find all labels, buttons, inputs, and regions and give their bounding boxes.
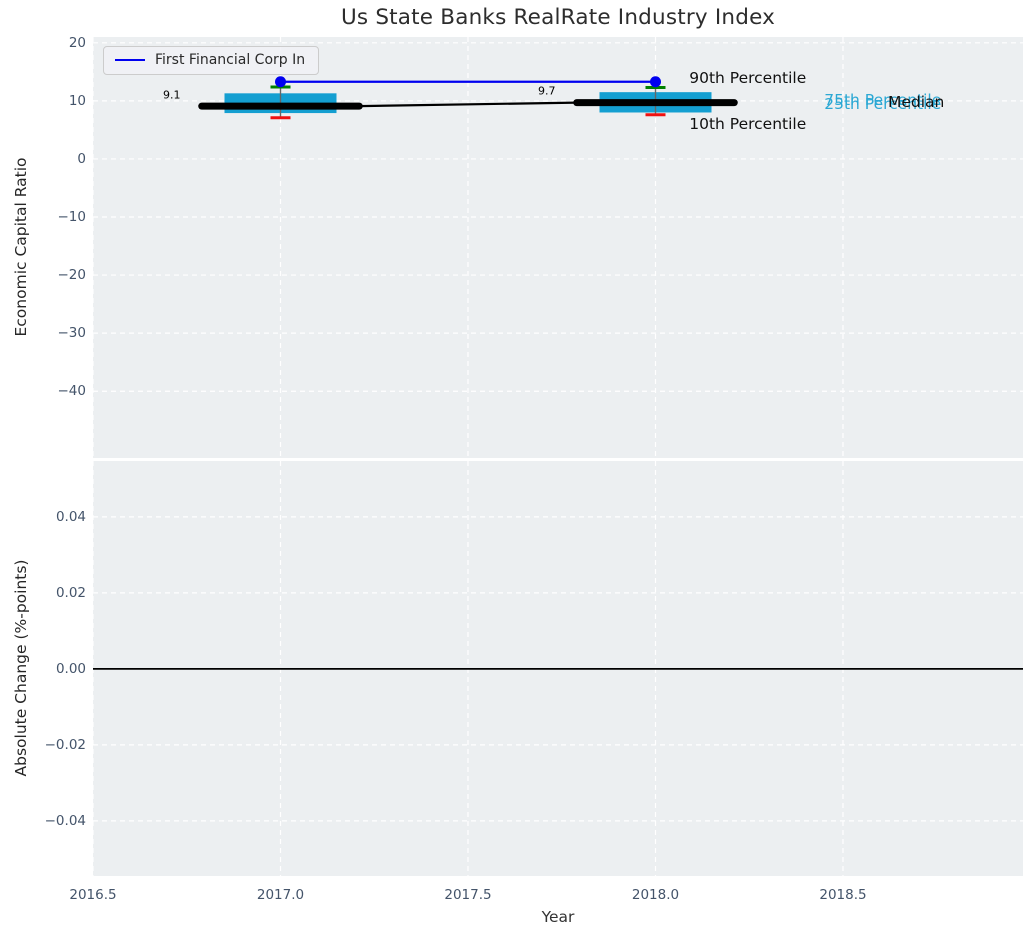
annotation-9-1: 9.1 bbox=[163, 89, 181, 102]
figure: Us State Banks RealRate Industry Index E… bbox=[0, 0, 1034, 942]
bottom-y-tick-label: 0.02 bbox=[0, 585, 86, 601]
company-point bbox=[650, 76, 661, 87]
x-tick-label: 2017.5 bbox=[444, 887, 491, 903]
annotation-9-7: 9.7 bbox=[538, 85, 556, 98]
x-tick-label: 2018.0 bbox=[632, 887, 679, 903]
legend: First Financial Corp In bbox=[103, 46, 319, 75]
x-tick-label: 2017.0 bbox=[257, 887, 304, 903]
x-tick-label: 2016.5 bbox=[69, 887, 116, 903]
top-y-tick-label: −40 bbox=[0, 383, 86, 399]
bottom-y-tick-label: 0.04 bbox=[0, 509, 86, 525]
top-y-tick-label: 20 bbox=[0, 35, 86, 51]
bottom-axes bbox=[93, 461, 1023, 876]
x-axis-label: Year bbox=[93, 908, 1023, 926]
bottom-plot-canvas bbox=[93, 461, 1023, 876]
top-y-axis-label: Economic Capital Ratio bbox=[12, 157, 30, 336]
bottom-y-tick-label: −0.02 bbox=[0, 737, 86, 753]
legend-line-swatch bbox=[115, 59, 145, 61]
chart-title: Us State Banks RealRate Industry Index bbox=[93, 5, 1023, 30]
annotation-90th-percentile: 90th Percentile bbox=[689, 69, 806, 87]
top-y-tick-label: 0 bbox=[0, 151, 86, 167]
annotation-10th-percentile: 10th Percentile bbox=[689, 115, 806, 133]
bottom-y-tick-label: 0.00 bbox=[0, 661, 86, 677]
top-y-tick-label: −20 bbox=[0, 267, 86, 283]
x-tick-label: 2018.5 bbox=[819, 887, 866, 903]
top-y-tick-label: −30 bbox=[0, 325, 86, 341]
top-y-tick-label: 10 bbox=[0, 93, 86, 109]
annotation-median: Median bbox=[888, 93, 944, 111]
top-y-tick-label: −10 bbox=[0, 209, 86, 225]
company-point bbox=[275, 76, 286, 87]
legend-label: First Financial Corp In bbox=[155, 52, 305, 68]
bottom-y-tick-label: −0.04 bbox=[0, 813, 86, 829]
